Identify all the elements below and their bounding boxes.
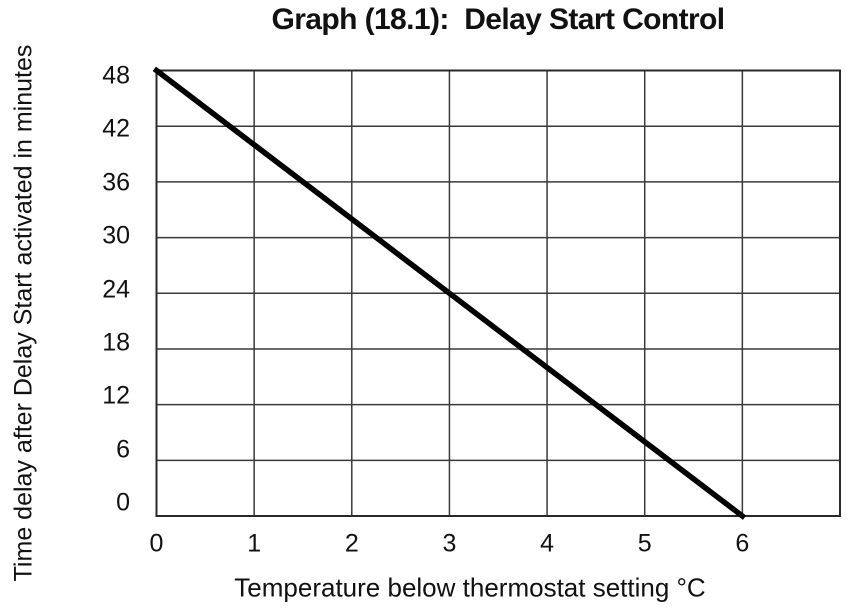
y-tick-label: 0 bbox=[116, 488, 130, 517]
y-tick-label: 24 bbox=[102, 275, 130, 303]
x-tick-label: 2 bbox=[344, 529, 359, 558]
y-tick-label: 36 bbox=[102, 168, 130, 197]
y-tick-label: 30 bbox=[102, 221, 130, 250]
y-tick-label: 42 bbox=[102, 114, 130, 143]
x-axis-title: Temperature below thermostat setting °C bbox=[234, 572, 706, 603]
chart-title: Graph (18.1): Delay Start Control bbox=[271, 3, 725, 36]
x-tick-label: 5 bbox=[637, 529, 652, 558]
x-tick-label: 0 bbox=[149, 529, 164, 558]
x-tick-label: 6 bbox=[735, 529, 750, 558]
x-tick-label: 3 bbox=[442, 529, 457, 558]
x-tick-label: 1 bbox=[247, 529, 262, 558]
y-tick-label: 6 bbox=[116, 435, 130, 464]
delay_time_line bbox=[152, 66, 747, 520]
y-tick-label: 48 bbox=[102, 61, 130, 90]
y-tick-label: 12 bbox=[102, 381, 130, 410]
y-tick-label: 18 bbox=[102, 328, 130, 357]
x-tick-label: 4 bbox=[540, 529, 555, 558]
plot-border bbox=[155, 69, 841, 517]
